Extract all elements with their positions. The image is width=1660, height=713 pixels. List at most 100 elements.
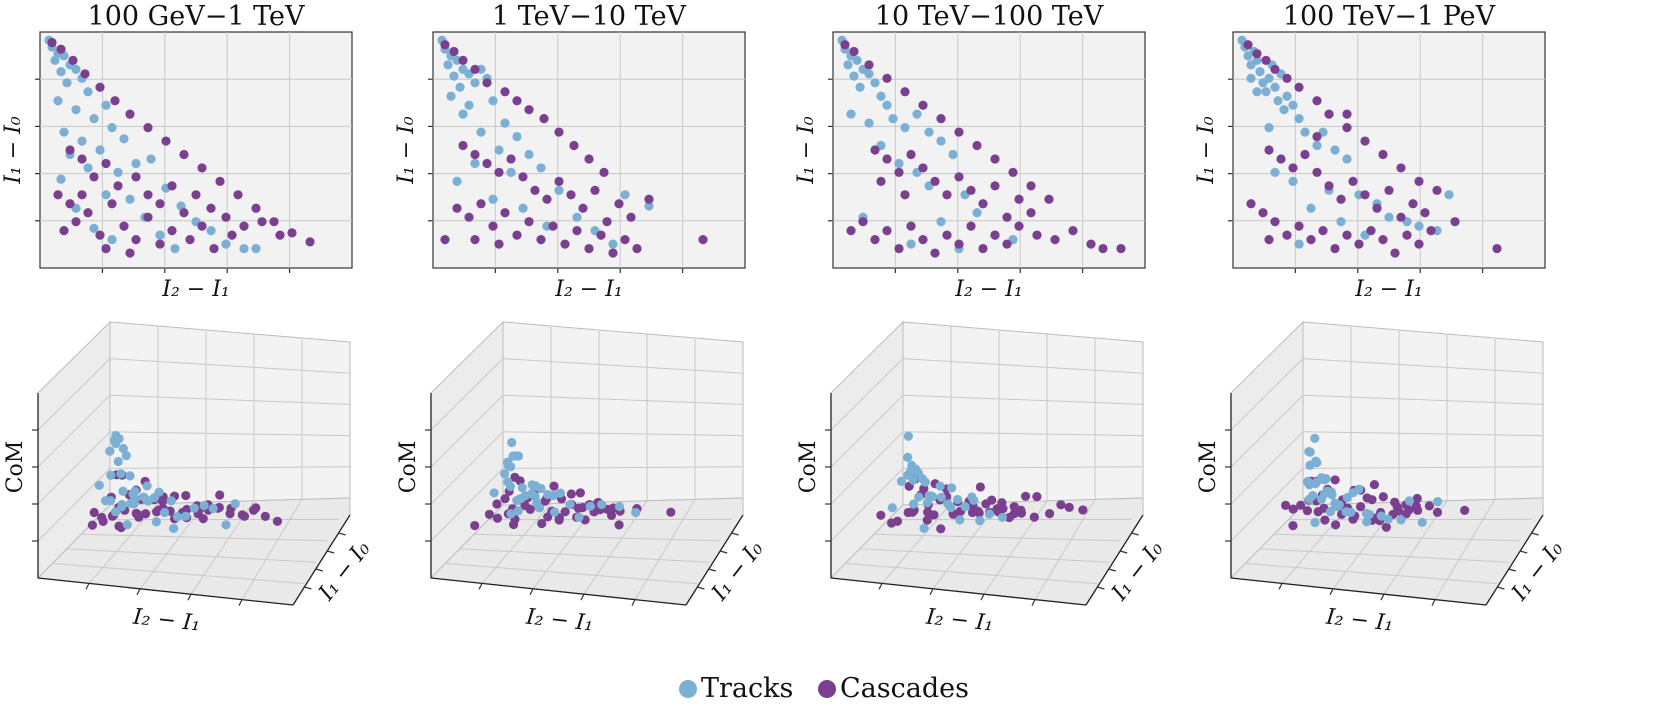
track-point bbox=[476, 127, 486, 137]
legend-label-tracks: Tracks bbox=[701, 673, 793, 704]
cascade-point-3d bbox=[1281, 500, 1291, 510]
track-point bbox=[125, 194, 135, 204]
grid-3d bbox=[81, 533, 328, 542]
tick-3d bbox=[1120, 550, 1128, 554]
grid-3d bbox=[37, 394, 111, 468]
cascade-point bbox=[83, 208, 93, 218]
cascade-point-3d bbox=[89, 507, 99, 518]
grid-3d bbox=[109, 466, 351, 469]
cascade-point bbox=[936, 114, 946, 124]
track-point bbox=[512, 131, 522, 142]
cascade-point bbox=[1420, 208, 1430, 218]
track-point-3d bbox=[142, 481, 152, 491]
cascade-point bbox=[1032, 230, 1042, 240]
grid-3d bbox=[1034, 499, 1096, 600]
cascade-point bbox=[858, 217, 868, 227]
grid-3d bbox=[1434, 499, 1496, 600]
y-axis-line-3d bbox=[1085, 514, 1144, 606]
cascade-point bbox=[849, 46, 859, 57]
track-point bbox=[470, 158, 480, 169]
cascade-point-3d bbox=[198, 514, 208, 524]
cascade-point-3d bbox=[140, 509, 151, 519]
cascade-point bbox=[524, 105, 534, 115]
track-point-3d bbox=[1305, 460, 1315, 470]
track-point-3d bbox=[1305, 447, 1315, 457]
track-point-3d bbox=[513, 506, 523, 516]
cascade-point-3d bbox=[1394, 506, 1404, 516]
cascade-point bbox=[894, 167, 904, 177]
cascade-point bbox=[954, 172, 964, 182]
grid-3d bbox=[1259, 548, 1509, 563]
cascade-point bbox=[1432, 185, 1442, 195]
cascade-point bbox=[918, 235, 928, 245]
track-point-3d bbox=[105, 446, 115, 456]
cascade-point bbox=[56, 44, 66, 54]
track-point-3d bbox=[1327, 490, 1337, 500]
tick-3d bbox=[315, 568, 323, 572]
cascade-point bbox=[578, 203, 588, 213]
cascade-point bbox=[942, 190, 952, 200]
x-axis-line-3d bbox=[830, 577, 1087, 606]
cascade-point bbox=[918, 100, 928, 110]
track-point bbox=[89, 223, 99, 233]
cascade-point bbox=[1402, 230, 1412, 240]
tick-3d bbox=[708, 568, 716, 572]
cascade-point bbox=[569, 140, 579, 151]
cascade-point bbox=[900, 190, 910, 200]
cascade-point bbox=[440, 40, 450, 50]
y-axis-label: I₁ − I₀ bbox=[1, 116, 26, 185]
grid-3d bbox=[1302, 394, 1544, 405]
cascade-point bbox=[1116, 243, 1126, 254]
cascade-point bbox=[1372, 203, 1382, 213]
grid-3d bbox=[241, 499, 303, 600]
tick-3d bbox=[1329, 588, 1334, 596]
cascade-point-3d bbox=[543, 512, 553, 522]
track-point-3d bbox=[117, 502, 127, 512]
cascade-point bbox=[1408, 199, 1418, 209]
track-point bbox=[894, 158, 904, 169]
cascade-point-3d bbox=[492, 499, 502, 509]
cascade-point bbox=[554, 127, 564, 137]
track-point bbox=[146, 154, 156, 164]
grid-3d bbox=[1302, 431, 1544, 437]
cascade-point-3d bbox=[1381, 522, 1391, 532]
grid-3d bbox=[430, 394, 504, 468]
legend-marker-tracks bbox=[679, 680, 697, 698]
track-point-3d bbox=[489, 488, 499, 498]
cascade-point bbox=[143, 212, 153, 222]
track-point bbox=[972, 208, 982, 218]
cascade-point bbox=[275, 230, 285, 240]
track-point-3d bbox=[947, 483, 957, 493]
tick-3d bbox=[1531, 532, 1539, 536]
cascade-point bbox=[155, 239, 165, 249]
cascade-point bbox=[95, 230, 105, 240]
track-point-3d bbox=[1334, 500, 1344, 510]
track-point bbox=[113, 167, 123, 177]
cascade-point bbox=[584, 154, 594, 164]
track-point bbox=[1300, 127, 1310, 137]
cascade-point bbox=[1270, 217, 1280, 227]
cascade-point-3d bbox=[560, 507, 570, 517]
x-axis-label-3d: I₂ − I₁ bbox=[924, 604, 995, 636]
cascade-point bbox=[95, 82, 105, 92]
cascade-point bbox=[554, 176, 564, 186]
track-point bbox=[443, 60, 453, 70]
cascade-point bbox=[482, 158, 492, 169]
cascade-point bbox=[602, 217, 612, 227]
track-point bbox=[864, 69, 874, 79]
cascade-point bbox=[1282, 73, 1292, 83]
cascade-point bbox=[1396, 163, 1406, 173]
track-point-3d bbox=[975, 515, 985, 526]
cascade-point bbox=[113, 181, 123, 191]
tick-3d bbox=[1380, 593, 1385, 601]
track-point bbox=[50, 55, 60, 65]
cascade-point bbox=[632, 243, 642, 254]
track-point bbox=[1306, 203, 1316, 213]
track-point-3d bbox=[500, 469, 510, 479]
cascade-point bbox=[1312, 167, 1322, 177]
y-axis-label: I₁ − I₀ bbox=[1194, 116, 1219, 185]
cascade-point bbox=[1414, 176, 1424, 186]
track-point bbox=[900, 123, 910, 133]
cascade-point bbox=[1050, 235, 1060, 245]
